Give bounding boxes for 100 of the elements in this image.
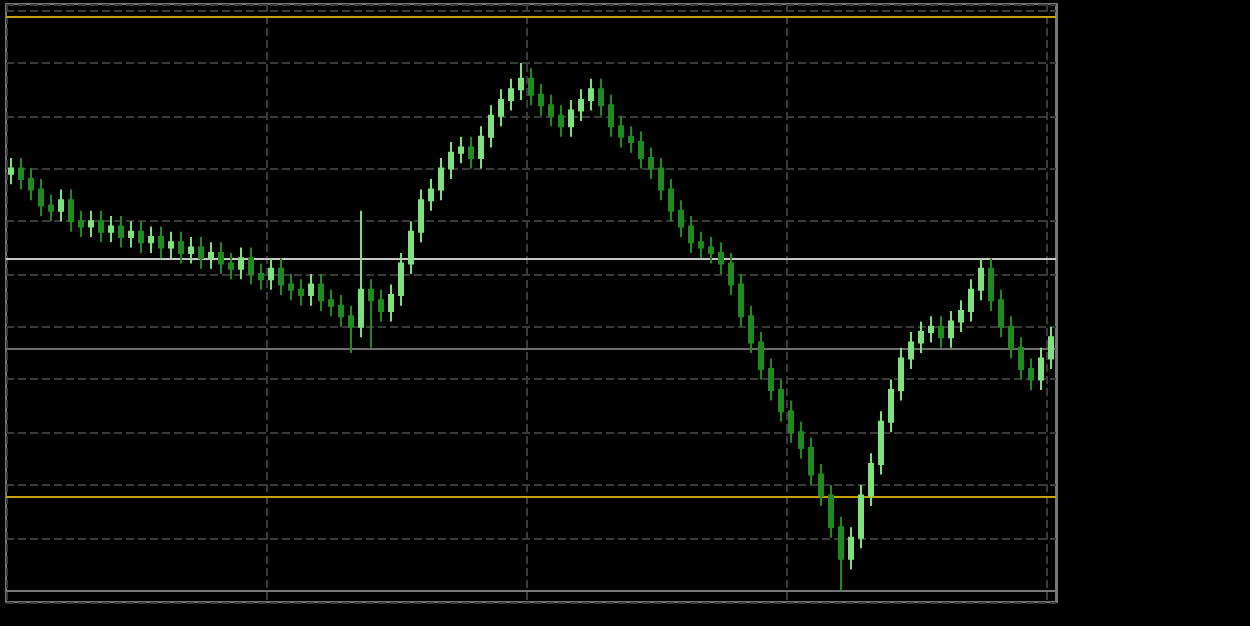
candlestick — [18, 156, 24, 191]
candlestick — [608, 93, 614, 138]
candlestick — [1048, 325, 1054, 370]
candlestick — [558, 104, 564, 138]
candlestick — [628, 125, 634, 154]
candlestick — [78, 209, 84, 239]
candlestick — [458, 135, 464, 165]
candlestick — [878, 410, 884, 476]
candlestick — [998, 288, 1004, 339]
candlestick — [808, 436, 814, 486]
candlestick — [858, 484, 864, 550]
candlestick — [58, 188, 64, 223]
candlestick — [688, 214, 694, 254]
candlestick — [568, 98, 574, 138]
candlestick — [148, 225, 154, 254]
candlestick — [448, 141, 454, 181]
candlestick — [978, 257, 984, 302]
candlestick — [718, 241, 724, 275]
candlestick — [258, 262, 264, 291]
candlestick — [198, 236, 204, 270]
candlestick — [108, 214, 114, 244]
candlestick — [518, 61, 524, 101]
candlestick — [868, 452, 874, 508]
candlestick — [268, 257, 274, 291]
candlestick — [958, 299, 964, 334]
candlestick — [328, 288, 334, 318]
candlestick — [128, 220, 134, 249]
candlestick — [938, 315, 944, 349]
candlestick — [988, 257, 994, 312]
candlestick — [1018, 336, 1024, 381]
candlestick — [538, 83, 544, 117]
candlestick — [968, 278, 974, 323]
candlestick — [288, 272, 294, 302]
candlestick — [528, 67, 534, 107]
candlestick — [598, 77, 604, 117]
candlestick — [48, 193, 54, 223]
candlestick — [508, 77, 514, 112]
candlestick — [768, 357, 774, 402]
candlestick — [428, 178, 434, 212]
candlestick — [948, 309, 954, 349]
candlestick — [168, 230, 174, 260]
candlestick — [368, 278, 374, 349]
candlestick — [918, 320, 924, 355]
candlestick — [248, 246, 254, 286]
candlestick — [588, 77, 594, 112]
candlestick — [798, 420, 804, 460]
candlestick — [708, 236, 714, 265]
candlestick — [668, 178, 674, 223]
candlestick — [308, 272, 314, 307]
candlestick — [898, 346, 904, 402]
candlestick — [388, 283, 394, 323]
candlestick — [478, 125, 484, 170]
candlestick — [378, 288, 384, 323]
candlestick — [298, 278, 304, 307]
candlestick — [648, 146, 654, 181]
candlestick — [138, 220, 144, 254]
candlestick — [738, 272, 744, 328]
candlestick — [38, 178, 44, 217]
candlestick — [418, 188, 424, 244]
candlestick — [908, 331, 914, 370]
candlestick — [578, 88, 584, 122]
candlestick — [408, 220, 414, 275]
candlestick — [1028, 357, 1034, 392]
candlestick — [678, 199, 684, 239]
candlestick — [318, 272, 324, 312]
candlestick — [498, 88, 504, 128]
candlestick — [888, 378, 894, 434]
candlestick — [788, 399, 794, 444]
candlestick — [488, 104, 494, 149]
candlestick — [238, 246, 244, 281]
candlestick — [228, 251, 234, 281]
candlestick — [698, 230, 704, 260]
candlestick — [68, 188, 74, 233]
candlestick — [928, 315, 934, 344]
candlestick — [188, 236, 194, 265]
candlestick — [438, 156, 444, 202]
candlestick — [468, 135, 474, 170]
candlestick — [178, 230, 184, 265]
candlestick — [348, 304, 354, 355]
candlestick — [158, 225, 164, 260]
candlestick — [748, 304, 754, 355]
candlestick — [818, 462, 824, 508]
candlestick — [88, 209, 94, 239]
candlestick — [358, 209, 364, 339]
candlestick — [398, 251, 404, 307]
candlestick — [338, 294, 344, 328]
candlestick — [728, 251, 734, 297]
candlestick — [28, 167, 34, 202]
candlestick — [218, 241, 224, 275]
candlestick — [208, 241, 214, 270]
candlestick — [1008, 315, 1014, 360]
candlestick — [778, 378, 784, 423]
candlestick — [98, 209, 104, 244]
candlestick — [638, 130, 644, 170]
candlestick — [828, 484, 834, 539]
candlestick — [548, 93, 554, 128]
candlestick — [618, 114, 624, 149]
candlestick — [848, 526, 854, 571]
candlestick — [658, 156, 664, 202]
candlestick — [758, 331, 764, 381]
